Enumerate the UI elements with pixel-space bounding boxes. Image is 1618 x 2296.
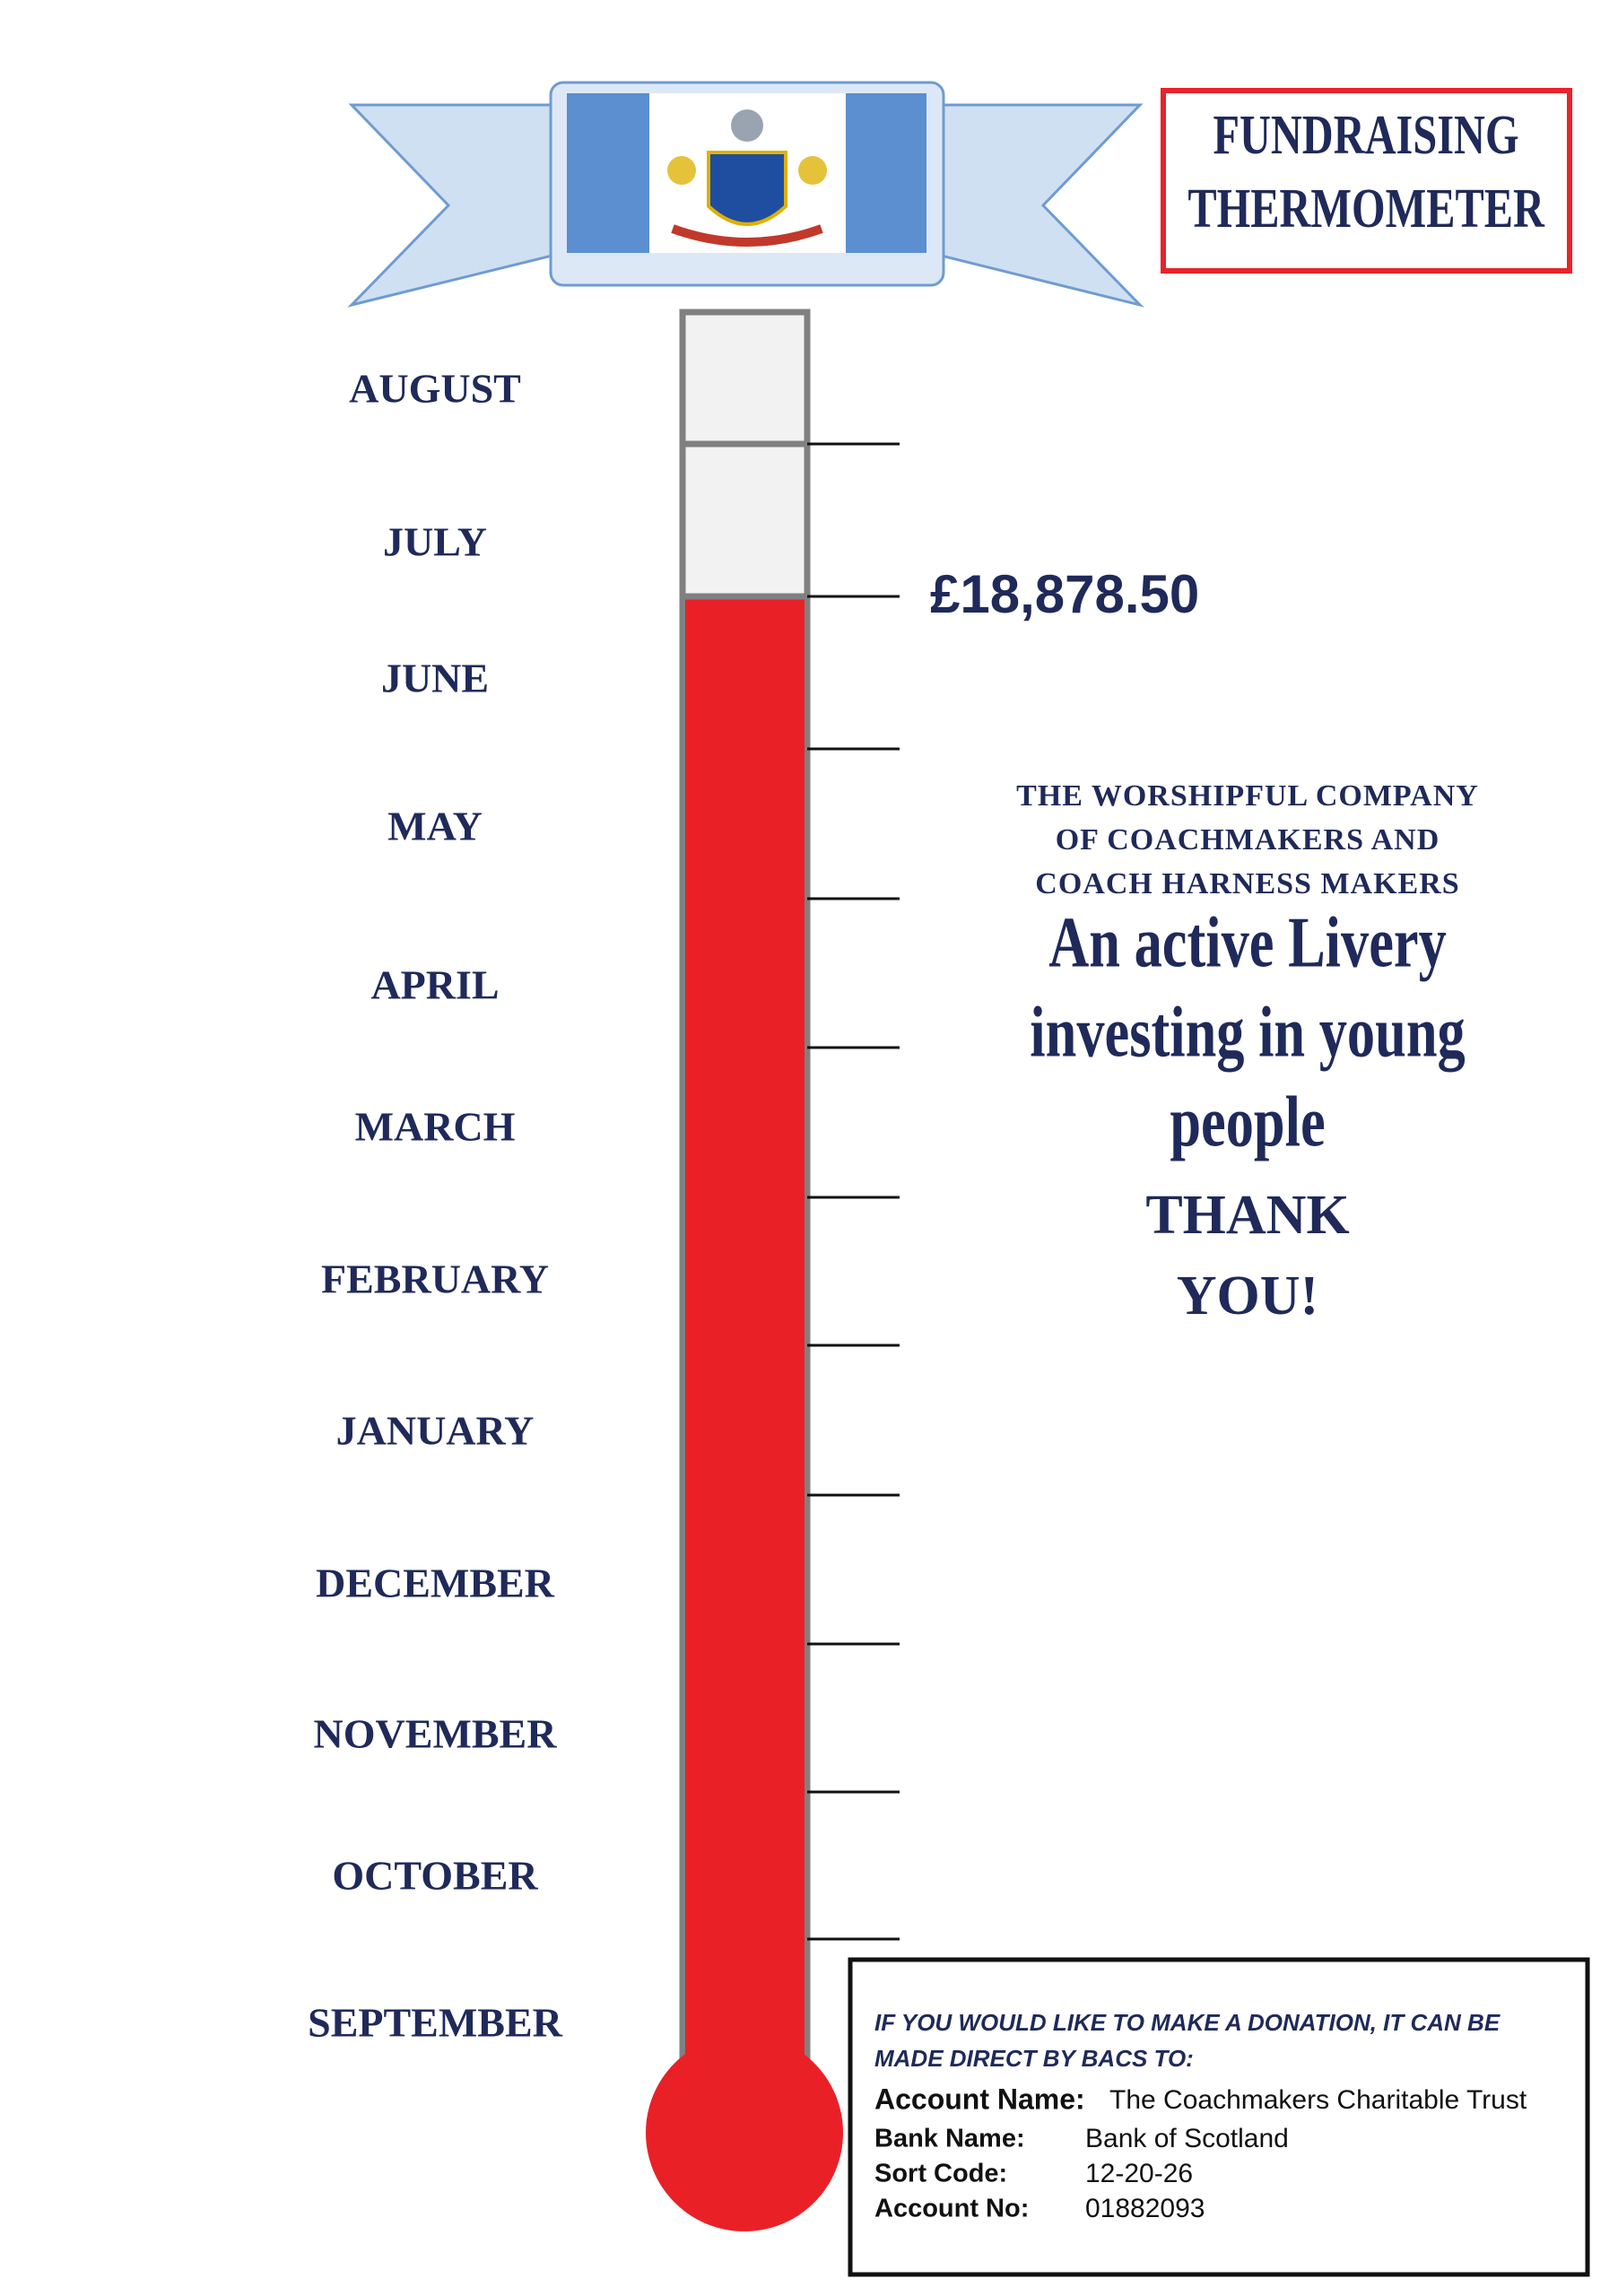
field-label: Account Name: bbox=[874, 2083, 1085, 2115]
slogan-line: An active Livery bbox=[1048, 902, 1447, 982]
field-label: Bank Name: bbox=[874, 2125, 1025, 2153]
title-line: THERMOMETER bbox=[1187, 178, 1544, 240]
month-label: FEBRUARY bbox=[321, 1257, 549, 1302]
month-label: MAY bbox=[387, 804, 483, 849]
month-label: NOVEMBER bbox=[314, 1711, 558, 1757]
field-value: 01882093 bbox=[1085, 2194, 1205, 2223]
donation-box bbox=[848, 1957, 1590, 2277]
field-value: 12-20-26 bbox=[1085, 2159, 1193, 2188]
slogan-line: people bbox=[1170, 1082, 1325, 1161]
field-label: Account No: bbox=[874, 2195, 1029, 2223]
month-label: MARCH bbox=[355, 1104, 516, 1150]
slogan-line: investing in young bbox=[1030, 992, 1466, 1072]
month-label: SEPTEMBER bbox=[308, 2000, 563, 2046]
month-label: AUGUST bbox=[349, 366, 521, 412]
month-label: JUNE bbox=[381, 656, 489, 701]
organisation-line: COACH HARNESS MAKERS bbox=[1035, 867, 1459, 900]
thermometer bbox=[646, 309, 843, 2231]
banner bbox=[347, 81, 1144, 308]
title-box bbox=[1161, 88, 1572, 274]
field-value: Bank of Scotland bbox=[1085, 2124, 1289, 2153]
month-label: JULY bbox=[383, 519, 487, 565]
month-label: OCTOBER bbox=[332, 1853, 538, 1899]
organisation-line: THE WORSHIPFUL COMPANY bbox=[1016, 779, 1479, 813]
title-line: FUNDRAISING bbox=[1213, 105, 1518, 167]
month-label: APRIL bbox=[370, 962, 499, 1008]
month-label: JANUARY bbox=[336, 1408, 535, 1454]
thanks-line: THANK bbox=[1145, 1185, 1349, 1246]
donation-intro: IF YOU WOULD LIKE TO MAKE A DONATION, IT… bbox=[874, 2009, 1501, 2036]
month-label: DECEMBER bbox=[316, 1561, 555, 1606]
raised-amount: £18,878.50 bbox=[930, 564, 1199, 624]
field-label: Sort Code: bbox=[874, 2160, 1007, 2188]
donation-intro: MADE DIRECT BY BACS TO: bbox=[874, 2045, 1194, 2072]
organisation-line: OF COACHMAKERS AND bbox=[1056, 823, 1440, 857]
thanks-line: YOU! bbox=[1177, 1265, 1318, 1326]
field-value: The Coachmakers Charitable Trust bbox=[1109, 2085, 1527, 2115]
